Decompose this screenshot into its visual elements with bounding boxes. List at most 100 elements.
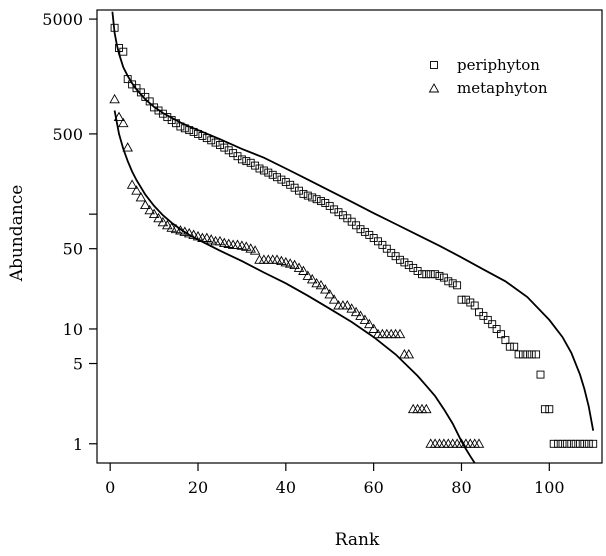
point-metaphyton bbox=[122, 142, 133, 152]
point-periphyton bbox=[400, 258, 409, 267]
point-metaphyton bbox=[241, 241, 252, 251]
point-metaphyton bbox=[144, 204, 155, 215]
point-periphyton bbox=[299, 189, 308, 198]
point-metaphyton bbox=[311, 277, 322, 288]
y-tick-label: 1 bbox=[73, 435, 83, 454]
point-metaphyton bbox=[188, 229, 199, 239]
point-periphyton bbox=[466, 298, 475, 307]
point-periphyton bbox=[180, 124, 189, 133]
point-periphyton bbox=[418, 270, 426, 279]
point-periphyton bbox=[562, 439, 571, 448]
point-metaphyton bbox=[324, 288, 335, 299]
point-metaphyton bbox=[434, 438, 445, 448]
point-periphyton bbox=[145, 97, 154, 106]
point-periphyton bbox=[308, 193, 317, 202]
point-metaphyton bbox=[131, 185, 142, 195]
point-metaphyton bbox=[337, 300, 349, 310]
point-periphyton bbox=[545, 405, 554, 414]
point-periphyton bbox=[185, 126, 194, 135]
point-periphyton bbox=[224, 146, 233, 155]
point-periphyton bbox=[136, 88, 145, 97]
point-metaphyton bbox=[258, 254, 270, 264]
point-periphyton bbox=[321, 199, 330, 207]
point-periphyton bbox=[264, 168, 273, 177]
point-periphyton bbox=[567, 439, 576, 448]
point-periphyton bbox=[273, 173, 281, 182]
point-periphyton bbox=[237, 155, 246, 164]
point-metaphyton bbox=[421, 403, 432, 414]
point-periphyton bbox=[453, 281, 462, 290]
point-metaphyton bbox=[407, 403, 419, 414]
point-metaphyton bbox=[372, 328, 384, 339]
point-metaphyton bbox=[328, 294, 340, 304]
fit-curve-metaphyton bbox=[113, 110, 476, 464]
point-periphyton bbox=[497, 330, 505, 339]
point-periphyton bbox=[558, 439, 567, 448]
point-periphyton bbox=[505, 342, 514, 351]
point-metaphyton bbox=[425, 438, 436, 448]
point-periphyton bbox=[514, 350, 523, 359]
point-metaphyton bbox=[302, 270, 314, 280]
point-periphyton bbox=[554, 439, 563, 448]
point-periphyton bbox=[422, 270, 431, 279]
point-periphyton bbox=[576, 439, 584, 448]
legend-metaphyton-label: metaphyton bbox=[457, 79, 548, 97]
point-metaphyton bbox=[148, 208, 160, 219]
point-periphyton bbox=[457, 295, 466, 304]
point-metaphyton bbox=[394, 328, 406, 339]
point-periphyton bbox=[589, 439, 598, 448]
point-metaphyton bbox=[284, 258, 296, 268]
x-tick-label: 40 bbox=[276, 478, 296, 497]
x-tick-label: 0 bbox=[105, 478, 115, 497]
point-metaphyton bbox=[214, 235, 226, 246]
point-metaphyton bbox=[183, 227, 195, 238]
x-tick-label: 80 bbox=[451, 478, 471, 497]
point-periphyton bbox=[277, 175, 286, 184]
point-metaphyton bbox=[126, 179, 138, 189]
point-metaphyton bbox=[263, 254, 274, 264]
point-metaphyton bbox=[429, 438, 441, 448]
point-periphyton bbox=[540, 405, 549, 414]
legend-metaphyton-marker bbox=[428, 83, 440, 93]
point-metaphyton bbox=[438, 438, 450, 448]
point-periphyton bbox=[448, 279, 457, 288]
point-metaphyton bbox=[315, 279, 327, 290]
point-periphyton bbox=[141, 92, 150, 101]
point-metaphyton bbox=[109, 93, 120, 104]
point-periphyton bbox=[584, 439, 593, 448]
point-metaphyton bbox=[135, 191, 147, 202]
point-periphyton bbox=[163, 113, 172, 122]
point-metaphyton bbox=[465, 438, 476, 448]
point-periphyton bbox=[334, 208, 343, 217]
point-metaphyton bbox=[166, 222, 177, 232]
x-axis: 0 20 40 60 80 100 bbox=[105, 463, 565, 497]
point-periphyton bbox=[426, 270, 435, 279]
point-metaphyton bbox=[280, 256, 292, 267]
point-periphyton bbox=[290, 183, 299, 192]
point-periphyton bbox=[202, 134, 211, 143]
point-periphyton bbox=[444, 277, 453, 286]
x-tick-label: 60 bbox=[363, 478, 383, 497]
point-metaphyton bbox=[179, 226, 191, 236]
point-periphyton bbox=[176, 122, 185, 131]
point-metaphyton bbox=[346, 303, 357, 313]
point-periphyton bbox=[242, 157, 251, 166]
y-tick-label: 10 bbox=[63, 320, 83, 339]
point-periphyton bbox=[461, 295, 470, 304]
point-metaphyton bbox=[192, 230, 204, 241]
data-points bbox=[109, 23, 598, 448]
point-periphyton bbox=[207, 136, 216, 145]
point-metaphyton bbox=[254, 254, 265, 264]
point-metaphyton bbox=[298, 265, 309, 275]
point-periphyton bbox=[483, 315, 492, 324]
point-periphyton bbox=[189, 127, 198, 136]
y-tick-label: 5000 bbox=[42, 10, 83, 29]
point-metaphyton bbox=[399, 348, 410, 359]
point-periphyton bbox=[123, 75, 132, 84]
point-periphyton bbox=[527, 350, 536, 359]
point-metaphyton bbox=[443, 438, 454, 448]
y-tick-label: 50 bbox=[63, 240, 83, 259]
point-periphyton bbox=[492, 325, 501, 333]
point-metaphyton bbox=[447, 438, 458, 448]
legend: periphyton metaphyton bbox=[428, 56, 548, 97]
